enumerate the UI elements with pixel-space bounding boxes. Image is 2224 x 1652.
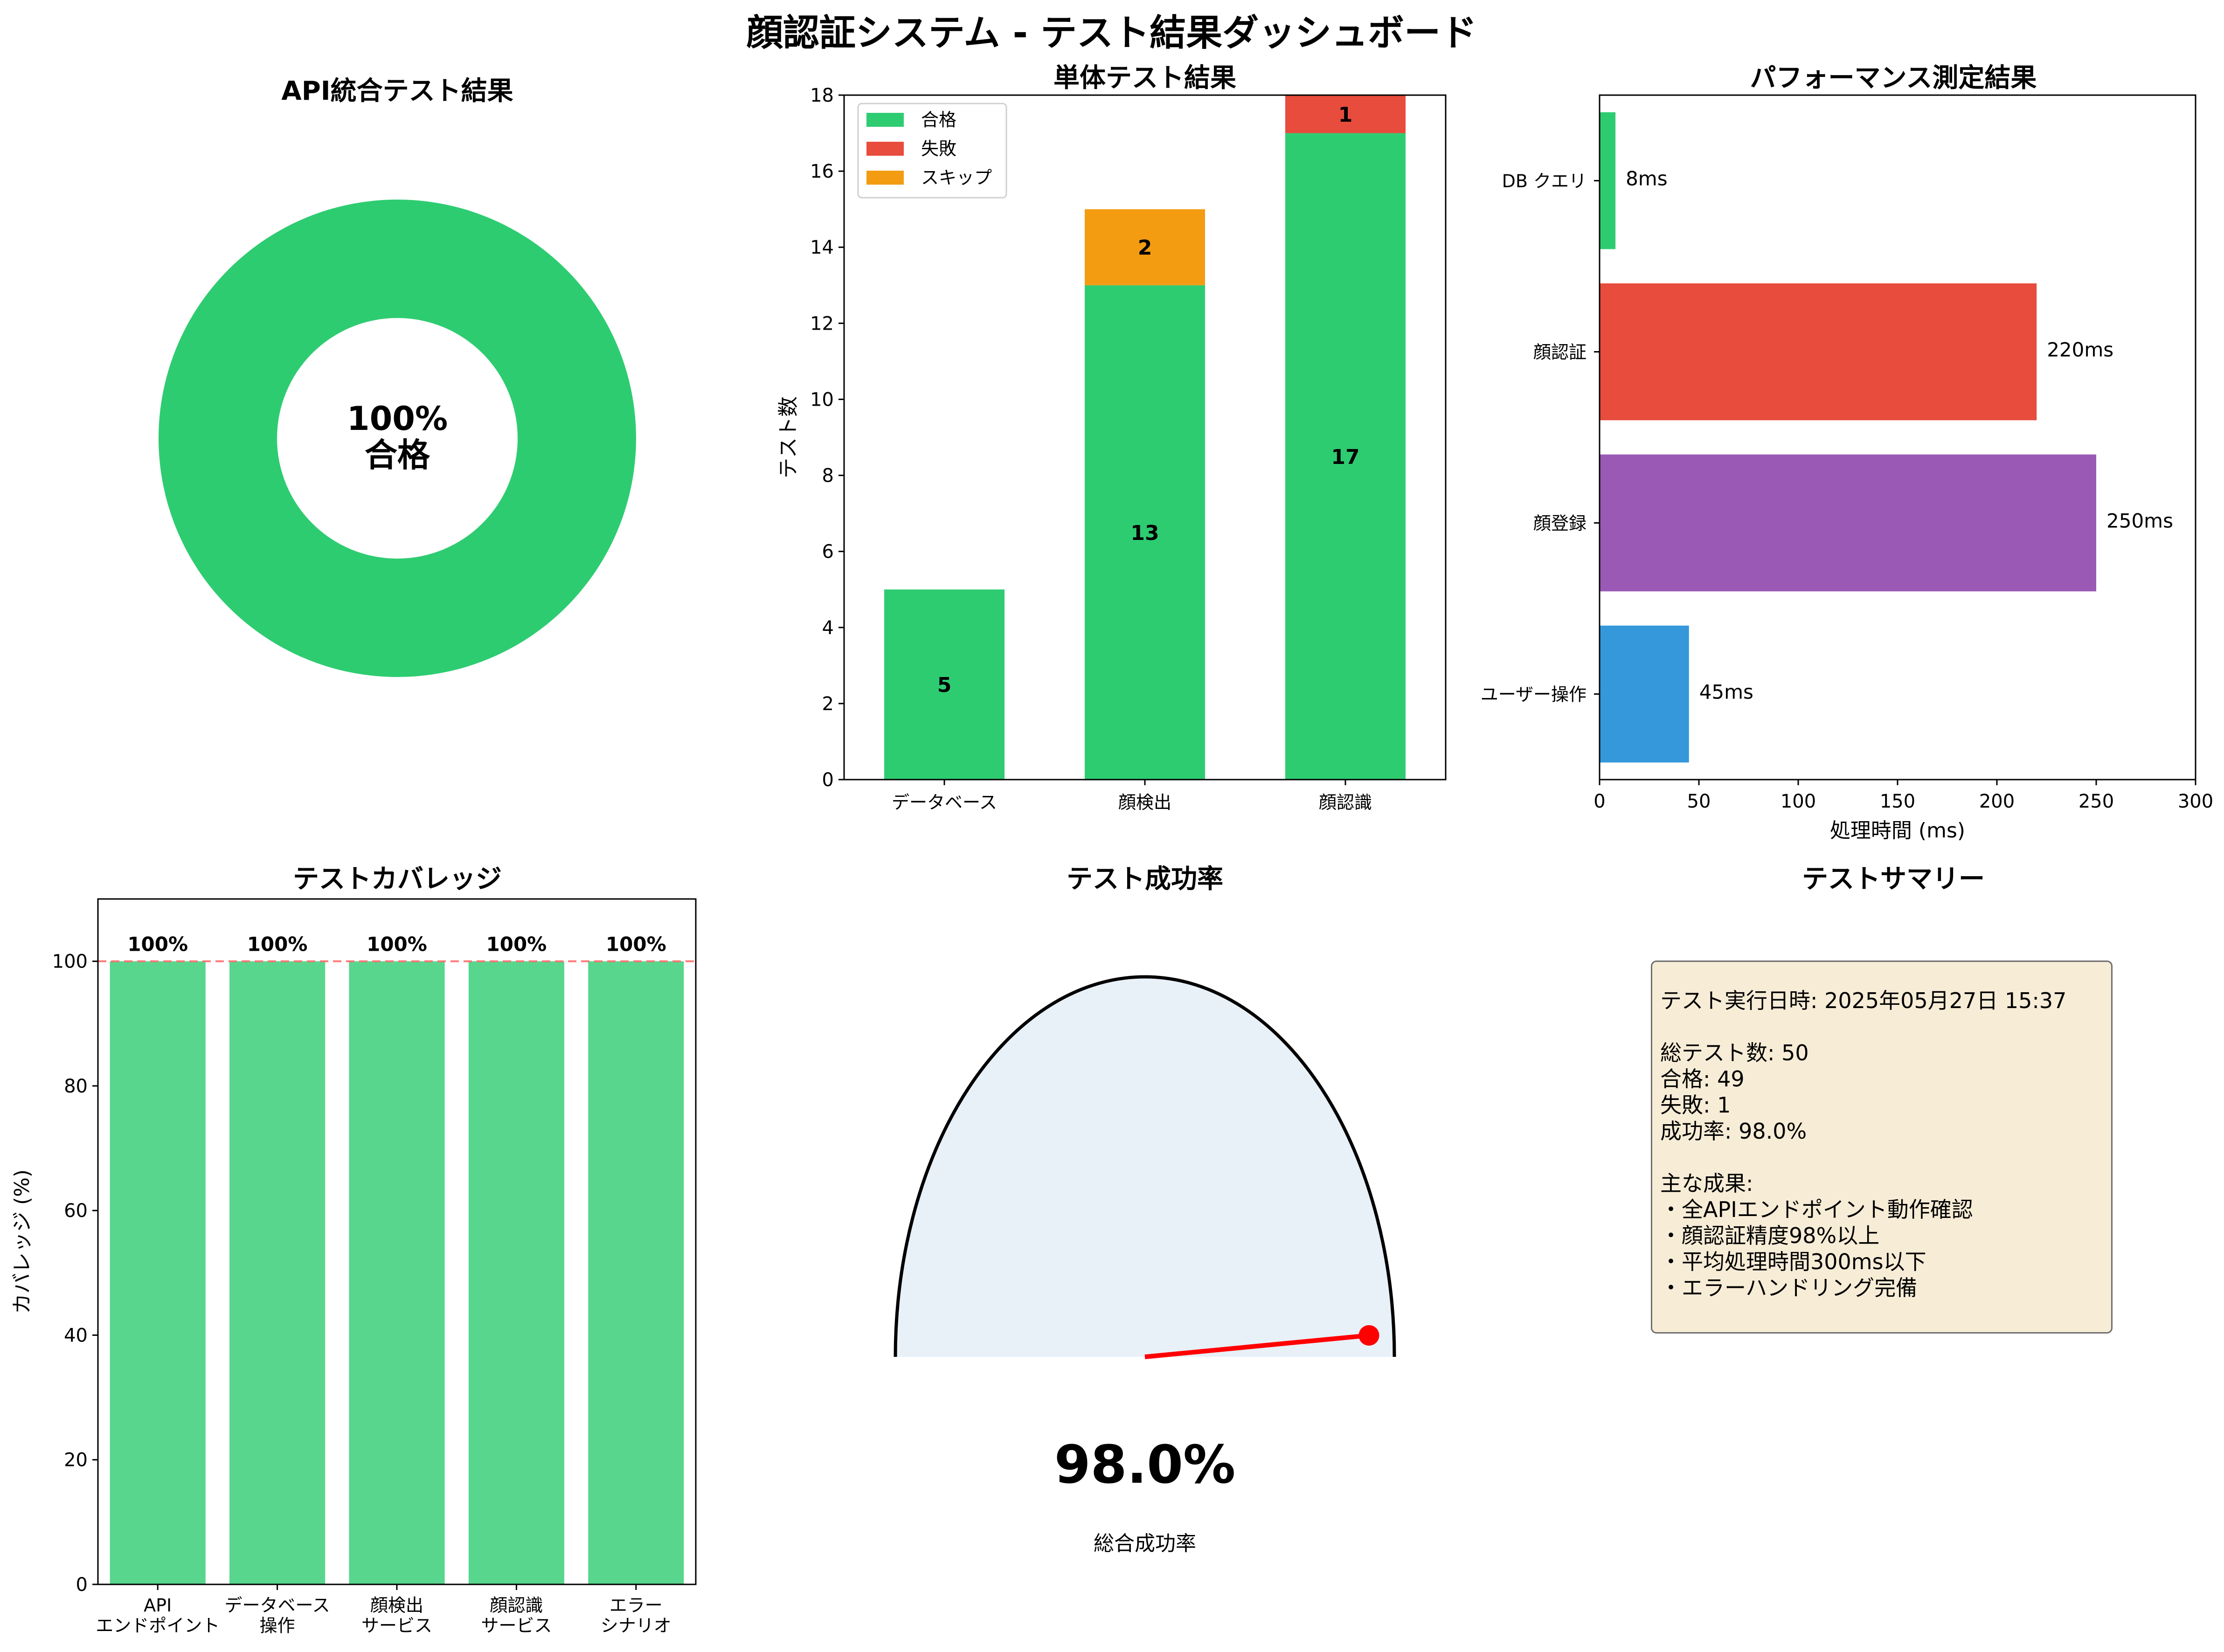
x-tick-label: 250 xyxy=(2079,791,2114,812)
x-tick-label: データベース操作 xyxy=(225,1595,330,1636)
x-axis-label: 処理時間 (ms) xyxy=(1830,819,1965,843)
y-tick-label: 顔認証 xyxy=(1533,342,1587,363)
perf-bar xyxy=(1600,112,1616,249)
summary-text: テスト実行日時: 2025年05月27日 15:37 総テスト数: 50 合格:… xyxy=(1660,988,2067,1300)
legend-label: 合格 xyxy=(921,110,956,130)
x-tick-label: 300 xyxy=(2178,791,2213,812)
coverage-bar xyxy=(229,961,326,1584)
y-tick-label: 0 xyxy=(76,1574,88,1596)
unit-test-title: 単体テスト結果 xyxy=(1053,63,1236,93)
y-tick-label: 8 xyxy=(822,465,834,487)
x-tick-label: 顔検出サービス xyxy=(361,1595,432,1636)
unit-bar-label: 13 xyxy=(1130,521,1159,545)
legend-swatch xyxy=(866,113,904,127)
summary-title: テストサマリー xyxy=(1802,864,1985,894)
unit-axes-frame xyxy=(843,94,1447,781)
legend-swatch xyxy=(866,171,904,185)
gauge-needle xyxy=(1144,1333,1370,1359)
coverage-bar-label: 100% xyxy=(606,933,666,956)
coverage-bar xyxy=(349,961,445,1584)
gauge-fill xyxy=(895,977,1394,1357)
x-tick-label: 100 xyxy=(1781,791,1816,812)
y-tick-label: 20 xyxy=(64,1450,88,1471)
coverage-bar-label: 100% xyxy=(127,933,188,956)
unit-bar-label: 17 xyxy=(1331,445,1359,469)
coverage-bar xyxy=(588,961,684,1584)
y-tick-label: 18 xyxy=(810,85,834,106)
perf-bar-label: 220ms xyxy=(2047,339,2113,361)
page-title: 顔認証システム - テスト結果ダッシュボード xyxy=(746,12,1477,54)
summary-box xyxy=(1651,961,2113,1334)
donut-center-label: 合格 xyxy=(365,436,430,474)
x-tick-label: 顔検出 xyxy=(1118,792,1171,813)
coverage-bar xyxy=(110,961,206,1584)
gauge-title: テスト成功率 xyxy=(1067,864,1223,894)
x-tick-label: 顔認識サービス xyxy=(481,1595,552,1636)
gauge-arc xyxy=(894,975,1396,1357)
y-axis-label: テスト数 xyxy=(776,396,800,478)
y-tick-label: 80 xyxy=(64,1076,88,1097)
unit-bar-0 xyxy=(1085,285,1205,780)
perf-bar xyxy=(1600,625,1689,763)
unit-bar-0 xyxy=(1285,133,1406,780)
coverage-title: テストカバレッジ xyxy=(293,864,502,894)
y-tick-label: 40 xyxy=(64,1325,88,1346)
perf-bar-label: 8ms xyxy=(1626,167,1668,190)
x-tick-label: 50 xyxy=(1687,791,1711,812)
unit-bar-label: 1 xyxy=(1338,103,1353,127)
performance-title: パフォーマンス測定結果 xyxy=(1750,63,2037,93)
y-tick-label: 6 xyxy=(822,541,834,563)
y-tick-label: 4 xyxy=(822,617,834,639)
x-tick-label: データベース xyxy=(892,792,997,813)
unit-bar-label: 5 xyxy=(937,673,952,697)
y-tick-label: 14 xyxy=(810,237,834,258)
y-tick-label: DB クエリ xyxy=(1502,171,1587,192)
unit-bar-1 xyxy=(1285,95,1406,133)
y-tick-label: ユーザー操作 xyxy=(1481,684,1587,705)
gauge-needle-tip xyxy=(1358,1325,1379,1346)
legend-label: 失敗 xyxy=(921,138,956,159)
perf-bar xyxy=(1600,283,2037,421)
coverage-bar-label: 100% xyxy=(367,933,427,956)
unit-bar-0 xyxy=(884,589,1005,780)
perf-bar xyxy=(1600,454,2096,592)
unit-bar-label: 2 xyxy=(1138,236,1152,260)
y-tick-label: 顔登録 xyxy=(1533,513,1587,534)
y-tick-label: 60 xyxy=(64,1200,88,1222)
x-tick-label: API エンドポイント xyxy=(96,1595,220,1636)
unit-bar-2 xyxy=(1085,209,1205,285)
legend-label: スキップ xyxy=(921,167,992,188)
x-tick-label: エラーシナリオ xyxy=(601,1595,672,1636)
legend-swatch xyxy=(866,142,904,156)
coverage-bar-label: 100% xyxy=(247,933,308,956)
y-tick-label: 0 xyxy=(822,769,834,791)
donut-slice-pass xyxy=(159,200,636,677)
y-tick-label: 100 xyxy=(52,951,88,973)
y-tick-label: 16 xyxy=(810,161,834,182)
perf-bar-label: 45ms xyxy=(1699,681,1753,704)
perf-bar-label: 250ms xyxy=(2106,510,2173,532)
x-tick-label: 顔認識 xyxy=(1319,792,1372,813)
y-tick-label: 2 xyxy=(822,693,834,715)
x-tick-label: 200 xyxy=(1979,791,2015,812)
y-axis-label: カバレッジ (%) xyxy=(10,1169,34,1314)
gauge-caption: 総合成功率 xyxy=(1094,1532,1196,1555)
coverage-bar xyxy=(468,961,564,1584)
y-tick-label: 10 xyxy=(810,389,834,410)
y-tick-label: 12 xyxy=(810,313,834,334)
x-tick-label: 150 xyxy=(1880,791,1915,812)
perf-axes-frame xyxy=(1599,94,2196,781)
coverage-axes-frame xyxy=(97,898,697,1585)
gauge-value: 98.0% xyxy=(1054,1435,1236,1495)
x-tick-label: 0 xyxy=(1594,791,1605,812)
donut-center-value: 100% xyxy=(347,400,448,438)
donut-title: API統合テスト結果 xyxy=(281,76,513,106)
coverage-bar-label: 100% xyxy=(486,933,547,956)
